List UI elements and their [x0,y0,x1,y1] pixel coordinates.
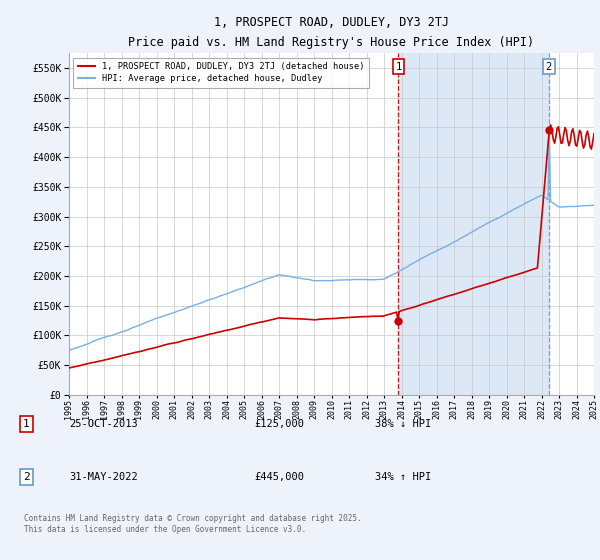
Text: 1: 1 [395,62,401,72]
Text: £445,000: £445,000 [254,472,304,482]
Text: Contains HM Land Registry data © Crown copyright and database right 2025.
This d: Contains HM Land Registry data © Crown c… [23,514,361,534]
Text: £125,000: £125,000 [254,419,304,429]
Text: 31-MAY-2022: 31-MAY-2022 [70,472,139,482]
Text: 38% ↓ HPI: 38% ↓ HPI [375,419,431,429]
Text: 34% ↑ HPI: 34% ↑ HPI [375,472,431,482]
Text: 1: 1 [23,419,30,429]
Text: 25-OCT-2013: 25-OCT-2013 [70,419,139,429]
Title: 1, PROSPECT ROAD, DUDLEY, DY3 2TJ
Price paid vs. HM Land Registry's House Price : 1, PROSPECT ROAD, DUDLEY, DY3 2TJ Price … [128,16,535,49]
Text: 2: 2 [23,472,30,482]
Legend: 1, PROSPECT ROAD, DUDLEY, DY3 2TJ (detached house), HPI: Average price, detached: 1, PROSPECT ROAD, DUDLEY, DY3 2TJ (detac… [73,58,368,87]
Bar [398,53,549,395]
Text: 2: 2 [546,62,552,72]
